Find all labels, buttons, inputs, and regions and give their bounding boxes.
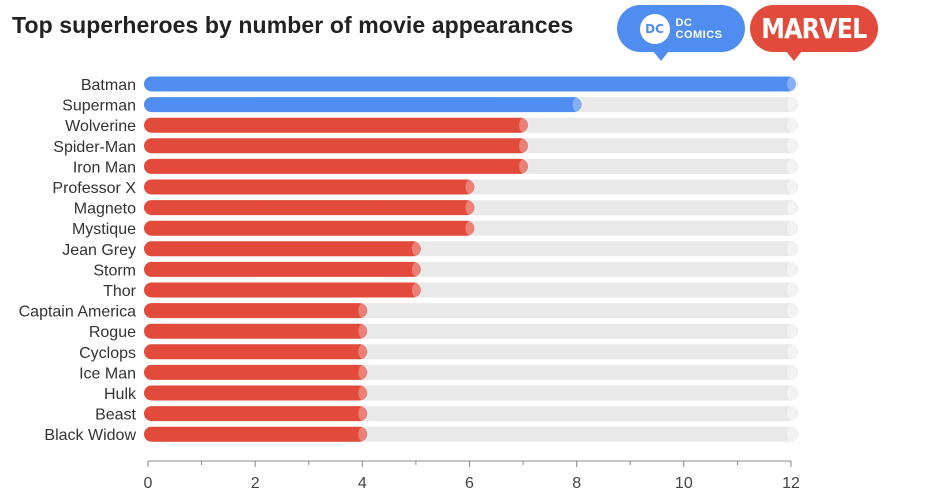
bar-superman bbox=[144, 97, 582, 113]
bar-track-cap-thor bbox=[787, 282, 797, 298]
bar-track-cap-spider-man bbox=[787, 138, 797, 154]
bar-cap-jean-grey bbox=[411, 241, 422, 257]
bar-iron-man bbox=[144, 158, 529, 174]
category-label-ice-man: Ice Man bbox=[79, 365, 136, 382]
bar-hulk bbox=[144, 385, 368, 401]
dc-logo-icon: DC bbox=[639, 13, 670, 44]
bar-cap-magneto bbox=[465, 200, 476, 216]
bar-cap-mystique bbox=[465, 220, 476, 236]
bar-batman bbox=[144, 76, 796, 92]
bar-cap-batman bbox=[787, 76, 797, 92]
bar-cap-beast bbox=[358, 406, 369, 422]
bar-track-cap-ice-man bbox=[787, 364, 797, 380]
bar-track-cap-iron-man bbox=[787, 158, 797, 174]
bar-track-cap-storm bbox=[787, 261, 797, 277]
category-label-iron-man: Iron Man bbox=[73, 159, 136, 176]
bar-cap-thor bbox=[411, 282, 422, 298]
category-label-jean-grey: Jean Grey bbox=[62, 242, 136, 259]
bar-mystique bbox=[144, 220, 475, 236]
dc-comics-logo: DC DC COMICS bbox=[639, 13, 723, 44]
category-label-magneto: Magneto bbox=[74, 201, 136, 218]
x-tick-label: 2 bbox=[251, 475, 260, 492]
category-label-hulk: Hulk bbox=[104, 386, 137, 403]
bar-cap-cyclops bbox=[358, 344, 369, 360]
category-label-black-widow: Black Widow bbox=[44, 427, 136, 444]
bar-professor-x bbox=[144, 179, 475, 195]
dc-label-line2: COMICS bbox=[675, 28, 723, 41]
bar-track-cap-cyclops bbox=[787, 344, 797, 360]
bar-cap-ice-man bbox=[358, 364, 369, 380]
bar-thor bbox=[144, 282, 421, 298]
bar-cap-superman bbox=[572, 97, 583, 113]
category-label-storm: Storm bbox=[93, 262, 136, 279]
bar-track-cap-hulk bbox=[787, 385, 797, 401]
bar-storm bbox=[144, 261, 421, 277]
marvel-logo: MARVEL bbox=[761, 12, 867, 45]
dc-comics-legend-badge: DC DC COMICS bbox=[617, 5, 745, 61]
bar-track-cap-black-widow bbox=[787, 426, 797, 442]
chart-title: Top superheroes by number of movie appea… bbox=[12, 12, 574, 38]
bar-wolverine bbox=[144, 117, 529, 133]
bar-cap-black-widow bbox=[358, 426, 369, 442]
x-tick-label: 0 bbox=[144, 475, 153, 492]
x-tick-label: 8 bbox=[572, 475, 581, 492]
category-label-cyclops: Cyclops bbox=[79, 345, 136, 362]
bar-cap-rogue bbox=[358, 323, 369, 339]
bar-track-cap-beast bbox=[787, 406, 797, 422]
category-label-captain-america: Captain America bbox=[19, 304, 136, 321]
bar-spider-man bbox=[144, 138, 529, 154]
category-label-thor: Thor bbox=[103, 283, 137, 300]
x-tick-label: 4 bbox=[358, 475, 367, 492]
bar-track-cap-rogue bbox=[787, 323, 797, 339]
bar-cap-captain-america bbox=[358, 303, 369, 319]
x-tick-label: 12 bbox=[782, 475, 800, 492]
bar-beast bbox=[144, 406, 368, 422]
x-tick-label: 10 bbox=[675, 475, 693, 492]
bar-magneto bbox=[144, 200, 475, 216]
category-label-professor-x: Professor X bbox=[52, 180, 136, 197]
category-label-batman: Batman bbox=[81, 77, 136, 94]
bar-ice-man bbox=[144, 364, 368, 380]
bar-cap-professor-x bbox=[465, 179, 476, 195]
category-label-wolverine: Wolverine bbox=[65, 118, 136, 135]
bar-track-cap-wolverine bbox=[787, 117, 797, 133]
bar-track-cap-jean-grey bbox=[787, 241, 797, 257]
bar-track-cap-mystique bbox=[787, 220, 797, 236]
category-label-beast: Beast bbox=[95, 407, 136, 424]
bar-black-widow bbox=[144, 426, 368, 442]
bar-cap-iron-man bbox=[519, 158, 530, 174]
bar-rogue bbox=[144, 323, 368, 339]
marvel-legend-badge: MARVEL bbox=[750, 5, 878, 61]
bar-captain-america bbox=[144, 303, 368, 319]
bar-track-cap-professor-x bbox=[787, 179, 797, 195]
category-label-spider-man: Spider-Man bbox=[53, 139, 136, 156]
bar-cap-storm bbox=[411, 261, 422, 277]
bar-cap-hulk bbox=[358, 385, 369, 401]
bar-cyclops bbox=[144, 344, 368, 360]
bar-jean-grey bbox=[144, 241, 421, 257]
category-label-mystique: Mystique bbox=[72, 221, 136, 238]
category-label-superman: Superman bbox=[62, 98, 136, 115]
dc-label-line1: DC bbox=[675, 16, 693, 29]
category-label-rogue: Rogue bbox=[89, 324, 136, 341]
bar-track-cap-magneto bbox=[787, 200, 797, 216]
x-tick-label: 6 bbox=[465, 475, 474, 492]
bar-cap-wolverine bbox=[519, 117, 530, 133]
bar-track-cap-captain-america bbox=[787, 303, 797, 319]
bar-cap-spider-man bbox=[519, 138, 530, 154]
bar-track-cap-superman bbox=[787, 97, 797, 113]
